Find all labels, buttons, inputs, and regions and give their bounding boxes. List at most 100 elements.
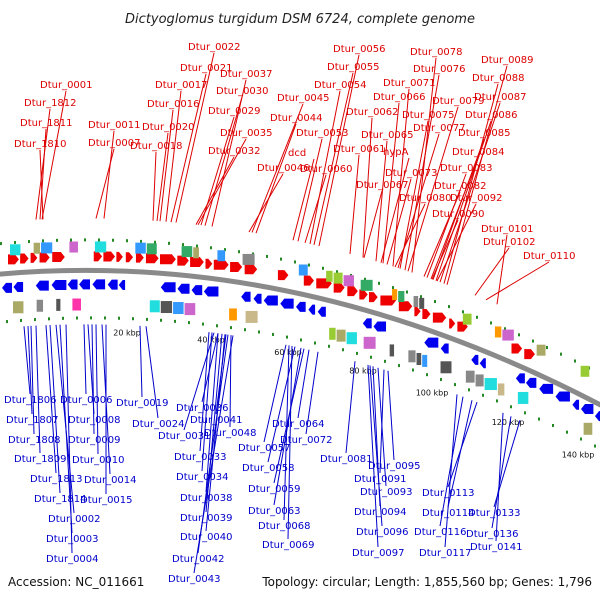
reverse-gene-arrow bbox=[107, 279, 118, 290]
tick-dot-lower bbox=[118, 316, 120, 320]
forward-leader-line bbox=[35, 108, 51, 220]
reverse-gene-label: Dtur_0033 bbox=[174, 452, 227, 463]
tick-dot-lower bbox=[370, 355, 372, 359]
reverse-leader-line bbox=[59, 324, 73, 534]
forward-gene-label: Dtur_0085 bbox=[458, 128, 511, 139]
tick-dot-upper bbox=[70, 238, 72, 242]
reverse-leader-line bbox=[183, 332, 215, 431]
cog-block-reverse bbox=[408, 350, 416, 363]
cog-block-reverse bbox=[440, 361, 452, 374]
tick-dot-upper bbox=[140, 239, 142, 243]
forward-leader-line bbox=[313, 72, 354, 246]
cog-block-reverse bbox=[173, 302, 184, 315]
cog-block-reverse bbox=[36, 299, 44, 312]
reverse-gene-label: Dtur_1806 bbox=[4, 395, 57, 406]
tick-dot-lower bbox=[6, 320, 8, 324]
forward-gene-label: Dtur_0055 bbox=[327, 62, 380, 73]
forward-gene-arrow bbox=[432, 312, 447, 323]
tick-dot-lower bbox=[132, 317, 134, 321]
forward-gene-label: Dtur_0076 bbox=[413, 64, 466, 75]
tick-dot-lower bbox=[146, 317, 148, 321]
reverse-gene-label: Dtur_0042 bbox=[172, 554, 225, 565]
reverse-gene-label: Dtur_0038 bbox=[180, 493, 233, 504]
reverse-gene-label: Dtur_0116 bbox=[414, 527, 467, 538]
forward-gene-label: Dtur_0061 bbox=[333, 144, 386, 155]
reverse-gene-label: Dtur_0003 bbox=[46, 534, 99, 545]
forward-gene-arrow bbox=[230, 262, 243, 273]
forward-leader-line bbox=[380, 157, 410, 263]
reverse-gene-arrow bbox=[317, 306, 326, 317]
forward-gene-label: Dtur_0020 bbox=[142, 122, 195, 133]
forward-leader-line bbox=[362, 117, 373, 258]
cog-block-forward bbox=[580, 365, 590, 377]
tick-dot-upper bbox=[126, 239, 128, 243]
tick-dot-lower bbox=[566, 430, 568, 434]
tick-dot-lower bbox=[202, 322, 204, 326]
forward-leader-line bbox=[436, 203, 477, 282]
reverse-gene-label: Dtur_1807 bbox=[6, 415, 59, 426]
reverse-gene-arrow bbox=[263, 295, 278, 306]
forward-leader-line bbox=[446, 65, 508, 285]
tick-dot-upper bbox=[504, 327, 506, 331]
reverse-leader-line bbox=[65, 324, 73, 554]
reverse-leader-line bbox=[193, 335, 234, 574]
forward-leader-line bbox=[152, 151, 157, 221]
reverse-gene-label: Dtur_0036 bbox=[176, 403, 229, 414]
cog-block-forward bbox=[41, 242, 53, 254]
forward-gene-label: Dtur_1811 bbox=[20, 118, 73, 129]
tick-dot-lower bbox=[286, 335, 288, 339]
reverse-gene-arrow bbox=[525, 377, 537, 388]
forward-gene-label: Dtur_0018 bbox=[130, 141, 183, 152]
cog-block-reverse bbox=[484, 378, 497, 391]
reverse-gene-arrow bbox=[580, 403, 594, 414]
tick-dot-upper bbox=[98, 238, 100, 242]
forward-gene-label: Dtur_0078 bbox=[410, 47, 463, 58]
reverse-gene-arrow bbox=[191, 285, 203, 296]
reverse-leader-line bbox=[305, 351, 319, 435]
forward-gene-arrow bbox=[93, 251, 103, 262]
forward-gene-label: Dtur_0007 bbox=[88, 138, 141, 149]
forward-gene-label: Dtur_0035 bbox=[220, 128, 273, 139]
forward-gene-label: Dtur_0022 bbox=[188, 42, 241, 53]
cog-block-forward bbox=[242, 253, 255, 265]
forward-gene-label: Dtur_0087 bbox=[474, 92, 527, 103]
tick-dot-upper bbox=[224, 248, 226, 252]
forward-gene-arrow bbox=[333, 282, 345, 293]
reverse-gene-label: Dtur_0006 bbox=[60, 395, 113, 406]
forward-gene-arrow bbox=[116, 251, 123, 262]
map-title: Dictyoglomus turgidum DSM 6724, complete… bbox=[125, 12, 475, 27]
tick-dot-lower bbox=[328, 344, 330, 348]
tick-dot-upper bbox=[392, 286, 394, 290]
reverse-gene-label: Dtur_0002 bbox=[48, 514, 101, 525]
forward-gene-arrow bbox=[244, 264, 258, 275]
reverse-gene-arrow bbox=[67, 279, 78, 290]
reverse-gene-label: Dtur_0031 bbox=[158, 431, 211, 442]
reverse-gene-arrow bbox=[51, 279, 67, 290]
reverse-gene-arrow bbox=[594, 411, 600, 422]
reverse-leader-line bbox=[297, 349, 310, 419]
forward-leader-line bbox=[399, 120, 429, 269]
tick-dot-lower bbox=[342, 348, 344, 352]
tick-dot-lower bbox=[580, 437, 582, 441]
forward-leader-line bbox=[297, 138, 323, 242]
forward-gene-arrow bbox=[52, 251, 65, 262]
forward-leader-line bbox=[375, 140, 388, 262]
forward-gene-arrow bbox=[398, 301, 413, 312]
cog-block-reverse bbox=[583, 422, 593, 435]
tick-dot-lower bbox=[76, 316, 78, 320]
reverse-gene-label: Dtur_0048 bbox=[204, 428, 257, 439]
forward-gene-label: Dtur_0073 bbox=[385, 168, 438, 179]
cog-block-reverse bbox=[13, 301, 24, 314]
tick-dot-upper bbox=[448, 305, 450, 309]
forward-gene-label: Dtur_0037 bbox=[220, 69, 273, 80]
forward-leader-line bbox=[170, 73, 207, 223]
reverse-leader-line bbox=[35, 325, 41, 454]
tick-dot-upper bbox=[560, 352, 562, 356]
cog-block-reverse bbox=[422, 354, 428, 367]
reverse-gene-label: Dtur_0097 bbox=[352, 548, 405, 559]
forward-gene-label: Dtur_0066 bbox=[373, 92, 426, 103]
tick-dot-upper bbox=[518, 333, 520, 337]
forward-leader-line bbox=[382, 102, 400, 264]
forward-gene-arrow bbox=[30, 252, 38, 263]
tick-dot-lower bbox=[258, 330, 260, 334]
